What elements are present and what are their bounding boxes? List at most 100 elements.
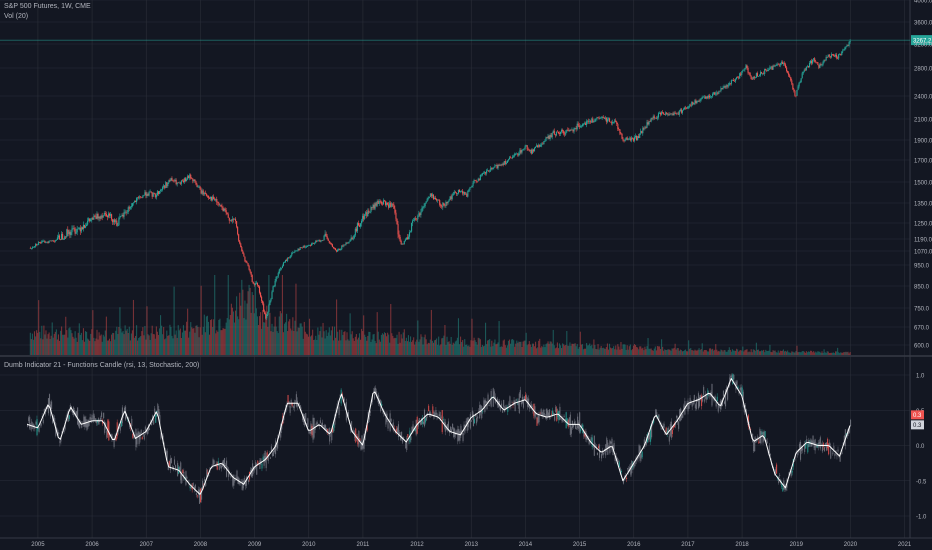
volume-bar xyxy=(320,326,322,355)
price-candle xyxy=(419,213,421,215)
volume-bar xyxy=(305,333,307,355)
indicator-candle xyxy=(616,457,618,462)
price-candle xyxy=(647,122,649,125)
indicator-candle xyxy=(618,462,620,468)
volume-bar xyxy=(697,349,699,355)
volume-bar xyxy=(623,344,625,355)
price-candle xyxy=(615,120,617,122)
indicator-candle xyxy=(242,481,244,489)
indicator-candle xyxy=(428,405,430,412)
volume-bar xyxy=(665,349,667,355)
indicator-candle xyxy=(617,460,619,463)
volume-bar xyxy=(91,329,93,355)
volume-bar xyxy=(171,335,173,355)
volume-bar xyxy=(765,349,767,355)
volume-bar xyxy=(220,330,222,355)
volume-bar xyxy=(675,349,677,355)
volume-bar xyxy=(452,342,454,355)
price-candle xyxy=(679,109,681,111)
price-candle xyxy=(152,193,154,197)
price-candle xyxy=(494,165,496,168)
indicator-candle xyxy=(763,431,765,441)
price-candle xyxy=(414,218,416,221)
indicator-candle xyxy=(475,414,477,417)
price-candle xyxy=(560,131,562,134)
volume-bar xyxy=(516,340,518,355)
indicator-candle xyxy=(480,405,482,413)
volume-bar xyxy=(696,350,698,355)
volume-bar xyxy=(576,344,578,355)
price-candle xyxy=(702,96,704,98)
volume-bar xyxy=(619,349,621,355)
price-candle xyxy=(149,191,151,193)
volume-bar xyxy=(767,351,769,355)
volume-bar xyxy=(200,285,202,355)
indicator-candle xyxy=(223,458,226,469)
volume-bar xyxy=(806,352,808,355)
volume-bar xyxy=(590,345,592,355)
volume-bar xyxy=(145,339,147,355)
volume-bar xyxy=(221,330,223,355)
volume-bar xyxy=(794,352,796,355)
price-candle xyxy=(655,118,657,119)
volume-bar xyxy=(745,349,747,355)
price-candle xyxy=(337,249,339,252)
indicator-line xyxy=(26,378,851,495)
volume-bar xyxy=(399,342,401,355)
volume-bar xyxy=(218,319,220,355)
price-candle xyxy=(167,182,169,187)
price-candle xyxy=(276,276,278,278)
price-candle xyxy=(343,244,345,247)
price-candle xyxy=(255,282,257,284)
indicator-candle xyxy=(493,391,495,397)
price-candle xyxy=(377,201,379,204)
volume-bar xyxy=(172,338,174,355)
volume-bar xyxy=(645,349,647,355)
price-candle xyxy=(455,192,457,194)
volume-bar xyxy=(163,327,165,355)
indicator-candle xyxy=(706,396,708,401)
indicator-candle xyxy=(702,395,704,402)
volume-bar xyxy=(263,322,265,355)
volume-bar xyxy=(374,340,376,355)
volume-bar xyxy=(303,321,305,355)
volume-bar xyxy=(211,319,213,355)
indicator-candle xyxy=(465,420,467,425)
price-candle xyxy=(518,153,520,156)
volume-bar xyxy=(75,337,77,355)
indicator-candle xyxy=(764,431,766,438)
indicator-candle xyxy=(59,440,61,444)
volume-bar xyxy=(753,349,755,355)
price-candle xyxy=(738,77,740,79)
volume-bar xyxy=(170,327,172,355)
volume-bar xyxy=(478,338,480,355)
price-candle xyxy=(292,252,294,254)
indicator-candle xyxy=(498,401,501,407)
indicator-candle xyxy=(79,421,81,429)
indicator-candle xyxy=(588,439,590,445)
price-candle xyxy=(372,204,374,208)
price-candle xyxy=(318,240,320,241)
volume-bar xyxy=(786,351,788,355)
volume-bar xyxy=(774,350,776,355)
price-candle xyxy=(105,213,107,216)
price-candle xyxy=(441,206,443,208)
volume-bar xyxy=(781,350,783,355)
indicator-candle xyxy=(704,399,706,402)
price-candle xyxy=(154,194,156,198)
price-candle xyxy=(60,239,62,241)
price-candle xyxy=(88,218,90,221)
volume-bar xyxy=(204,332,206,355)
price-candle xyxy=(82,224,85,230)
price-candle xyxy=(115,220,117,223)
price-candle xyxy=(620,133,622,135)
indicator-candle xyxy=(293,402,295,409)
indicator-candle xyxy=(113,438,115,447)
indicator-candle xyxy=(485,400,487,403)
indicator-candle xyxy=(254,467,256,471)
price-candle xyxy=(45,242,47,244)
volume-bar xyxy=(229,314,231,355)
price-candle xyxy=(648,121,650,125)
price-candle xyxy=(187,176,189,180)
